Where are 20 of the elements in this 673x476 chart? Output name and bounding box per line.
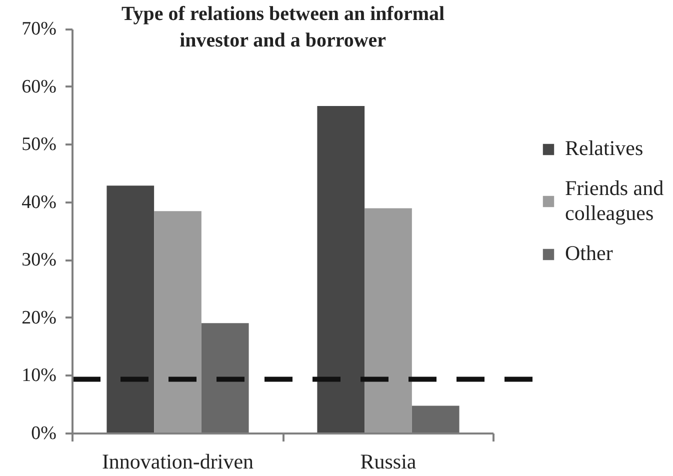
chart-title: Type of relations between an informal investor and a borrower bbox=[121, 2, 446, 52]
bar bbox=[364, 208, 412, 434]
bar bbox=[154, 211, 202, 434]
x-tick-label: Russia bbox=[360, 450, 417, 474]
y-tick-label: 20% bbox=[22, 307, 57, 328]
legend-label: Other bbox=[565, 241, 613, 266]
bar bbox=[317, 106, 365, 434]
legend-label: Relatives bbox=[565, 136, 644, 161]
y-tick-label: 60% bbox=[22, 76, 57, 98]
bar bbox=[106, 186, 154, 434]
y-tick-label: 50% bbox=[22, 134, 57, 156]
y-tick-label: 30% bbox=[22, 250, 57, 271]
bar bbox=[201, 323, 249, 434]
bar bbox=[412, 406, 460, 434]
y-tick-label: 10% bbox=[22, 365, 57, 386]
y-tick-label: 40% bbox=[22, 192, 57, 213]
x-tick-label: Innovation-driven bbox=[102, 450, 254, 474]
legend-label: Friends and colleagues bbox=[565, 176, 664, 226]
y-tick-label: 70% bbox=[22, 18, 57, 40]
y-tick-label: 0% bbox=[31, 423, 57, 444]
